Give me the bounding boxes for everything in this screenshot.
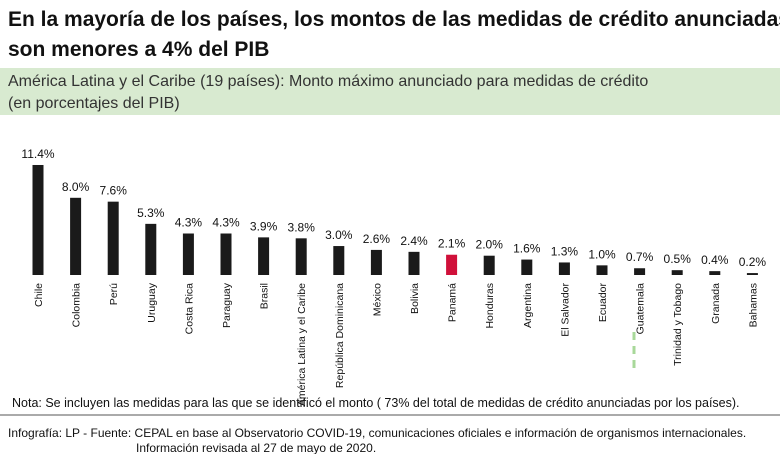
value-label: 4.3% bbox=[212, 216, 240, 230]
bar bbox=[107, 201, 119, 275]
bar bbox=[182, 233, 194, 275]
value-label: 0.5% bbox=[664, 252, 692, 266]
x-tick-label: América Latina y el Caribe bbox=[296, 283, 308, 406]
value-label: 3.8% bbox=[288, 220, 316, 234]
bar bbox=[746, 273, 758, 275]
bar bbox=[258, 237, 270, 275]
bar bbox=[483, 255, 495, 275]
value-label: 1.0% bbox=[588, 247, 616, 261]
value-label: 1.6% bbox=[513, 242, 541, 256]
x-tick-label: Granada bbox=[710, 283, 722, 324]
x-tick-label: Costa Rica bbox=[183, 283, 195, 335]
x-tick-label: Ecuador bbox=[597, 282, 609, 322]
bar bbox=[295, 238, 307, 275]
value-label: 0.7% bbox=[626, 250, 654, 264]
x-tick-label: México bbox=[371, 283, 383, 316]
value-label: 2.0% bbox=[476, 238, 504, 252]
x-tick-label: Paraguay bbox=[221, 282, 233, 328]
x-tick-label: Bahamas bbox=[747, 283, 759, 327]
bar bbox=[220, 233, 232, 275]
value-label: 0.4% bbox=[701, 253, 729, 267]
value-label: 5.3% bbox=[137, 206, 165, 220]
bar bbox=[408, 251, 420, 275]
x-tick-label: Uruguay bbox=[146, 282, 158, 322]
bar bbox=[333, 246, 345, 275]
x-tick-label: Perú bbox=[108, 283, 120, 305]
value-label: 2.4% bbox=[400, 234, 428, 248]
x-tick-label: Trinidad y Tobago bbox=[672, 283, 684, 366]
bar bbox=[634, 268, 646, 275]
subtitle: América Latina y el Caribe (19 países): … bbox=[8, 73, 648, 90]
x-tick-label: República Dominicana bbox=[334, 283, 346, 388]
x-tick-label: Panamá bbox=[447, 283, 459, 322]
bar bbox=[709, 271, 721, 275]
value-label: 1.3% bbox=[551, 244, 579, 258]
value-label: 2.1% bbox=[438, 237, 466, 251]
bar bbox=[145, 223, 157, 275]
x-tick-label: Guatemala bbox=[635, 283, 647, 335]
chart-title: son menores a 4% del PIB bbox=[8, 38, 269, 61]
value-label: 11.4% bbox=[21, 147, 54, 161]
value-label: 2.6% bbox=[363, 232, 391, 246]
source: Información revisada al 27 de mayo de 20… bbox=[136, 441, 376, 454]
value-label: 4.3% bbox=[175, 216, 203, 230]
bar bbox=[521, 259, 533, 275]
subtitle: (en porcentajes del PIB) bbox=[8, 95, 180, 112]
value-label: 8.0% bbox=[62, 180, 90, 194]
bar bbox=[32, 164, 44, 275]
note: Nota: Se incluyen las medidas para las q… bbox=[12, 396, 740, 410]
x-tick-label: Brasil bbox=[259, 283, 271, 309]
value-label: 0.2% bbox=[739, 255, 767, 269]
subtitle-band bbox=[0, 68, 780, 115]
bar bbox=[596, 265, 608, 275]
source: Infografía: LP - Fuente: CEPAL en base a… bbox=[8, 426, 746, 440]
bar bbox=[370, 249, 382, 275]
x-tick-label: Colombia bbox=[71, 283, 83, 328]
x-tick-label: Chile bbox=[33, 283, 45, 307]
value-label: 3.9% bbox=[250, 219, 278, 233]
x-tick-label: El Salvador bbox=[559, 283, 571, 337]
x-tick-label: Honduras bbox=[484, 283, 496, 329]
bar bbox=[446, 254, 458, 275]
bar bbox=[70, 197, 82, 275]
bar bbox=[558, 262, 570, 275]
x-tick-label: Bolivia bbox=[409, 283, 421, 314]
bar bbox=[671, 270, 683, 275]
x-tick-label: Argentina bbox=[522, 283, 534, 328]
value-label: 3.0% bbox=[325, 228, 353, 242]
value-label: 7.6% bbox=[100, 184, 128, 198]
chart-title: En la mayoría de los países, los montos … bbox=[8, 8, 780, 31]
